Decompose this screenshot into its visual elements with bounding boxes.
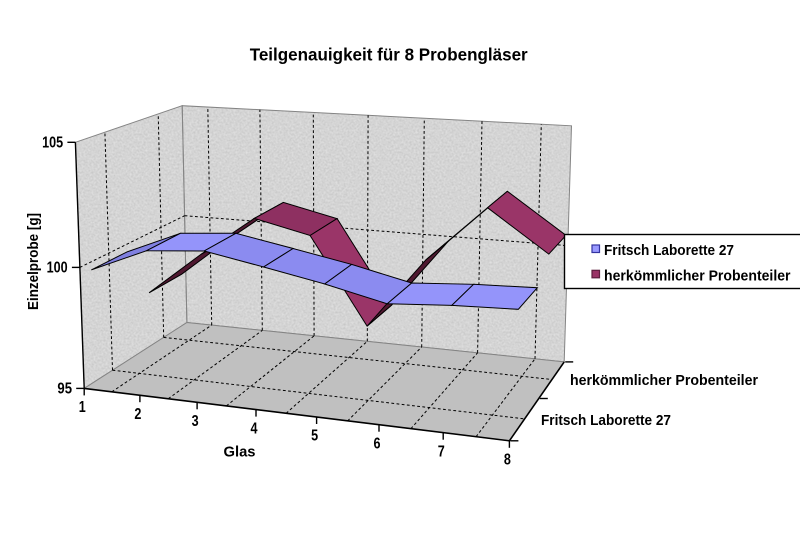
- svg-text:Fritsch Laborette 27: Fritsch Laborette 27: [541, 412, 671, 429]
- svg-text:5: 5: [311, 428, 318, 445]
- svg-text:8: 8: [504, 452, 511, 469]
- svg-text:95: 95: [57, 381, 72, 398]
- svg-text:2: 2: [134, 406, 141, 423]
- svg-text:100: 100: [47, 260, 68, 277]
- svg-text:1: 1: [79, 399, 86, 416]
- svg-text:Teilgenauigkeit für 8 Probengl: Teilgenauigkeit für 8 Probengläser: [250, 45, 528, 65]
- svg-text:3: 3: [192, 413, 199, 430]
- svg-text:herkömmlicher Probenteiler: herkömmlicher Probenteiler: [604, 268, 791, 285]
- svg-text:Glas: Glas: [224, 444, 256, 461]
- svg-text:Fritsch Laborette 27: Fritsch Laborette 27: [604, 242, 734, 259]
- svg-text:Einzelprobe [g]: Einzelprobe [g]: [25, 213, 42, 310]
- svg-text:105: 105: [42, 134, 63, 151]
- svg-text:6: 6: [373, 435, 380, 452]
- svg-text:4: 4: [251, 420, 258, 437]
- svg-text:7: 7: [438, 443, 445, 460]
- svg-text:herkömmlicher Probenteiler: herkömmlicher Probenteiler: [570, 372, 758, 389]
